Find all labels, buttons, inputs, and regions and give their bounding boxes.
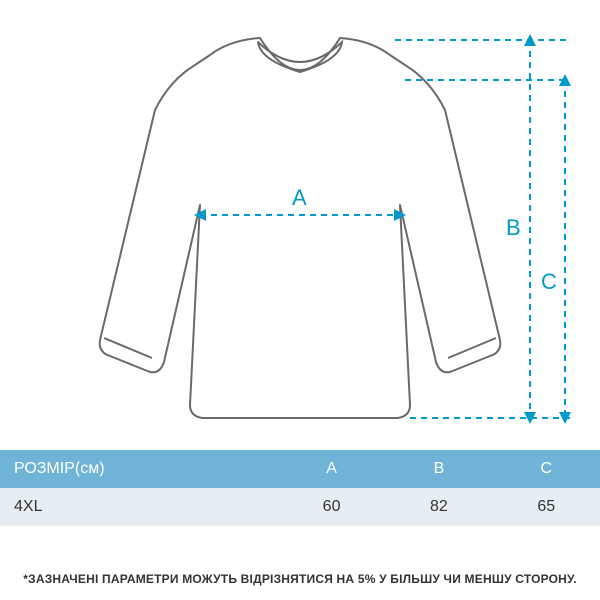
col-c: C [493, 450, 600, 488]
shirt-outline [100, 38, 501, 418]
footnote: *ЗАЗНАЧЕНІ ПАРАМЕТРИ МОЖУТЬ ВІДРІЗНЯТИСЯ… [0, 572, 600, 586]
dimension-label-c: C [541, 269, 557, 295]
col-size: РОЗМІР(см) [0, 450, 278, 488]
size-table-header-row: РОЗМІР(см) A B C [0, 450, 600, 488]
cell-a: 60 [278, 488, 385, 526]
cell-c: 65 [493, 488, 600, 526]
dimension-label-a: A [292, 185, 307, 211]
col-a: A [278, 450, 385, 488]
col-b: B [385, 450, 492, 488]
table-row: 4XL 60 82 65 [0, 488, 600, 526]
size-table: РОЗМІР(см) A B C 4XL 60 82 65 [0, 450, 600, 526]
size-table-container: РОЗМІР(см) A B C 4XL 60 82 65 [0, 450, 600, 526]
cell-b: 82 [385, 488, 492, 526]
dimension-label-b: B [506, 215, 521, 241]
cell-size: 4XL [0, 488, 278, 526]
sizing-diagram: A B C [0, 0, 600, 440]
